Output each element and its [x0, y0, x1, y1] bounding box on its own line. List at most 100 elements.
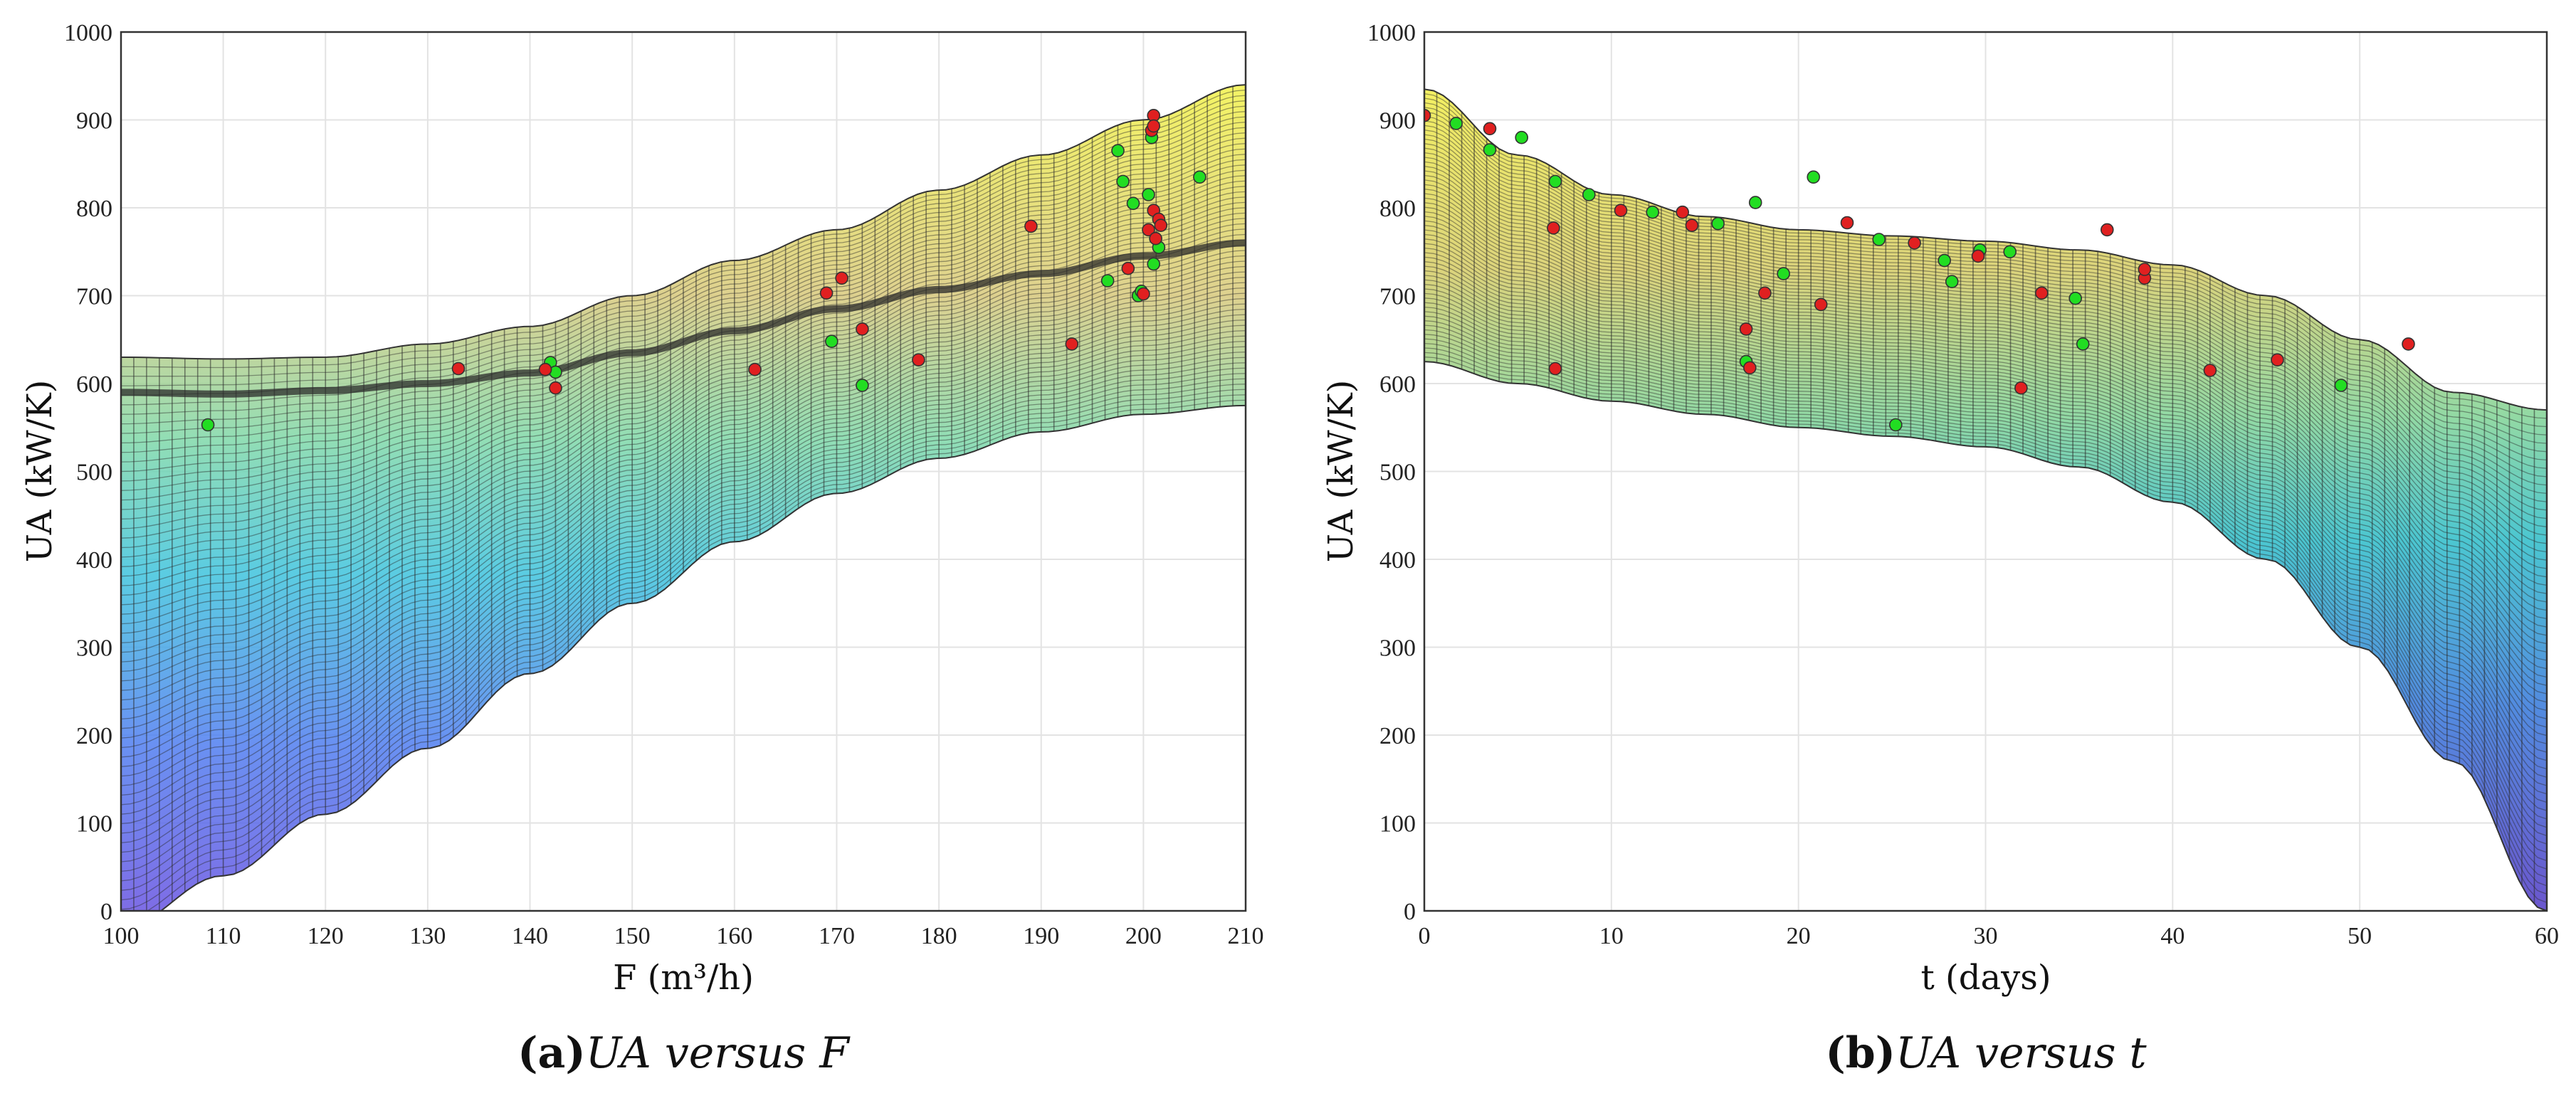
panel-b-green-point: [1938, 253, 1951, 268]
panel-a-x-tick-label: 110: [206, 923, 241, 949]
panel-a-y-tick-label: 800: [76, 196, 112, 222]
panel-a-axes-frame: [120, 31, 1247, 912]
panel-b-axes-frame: [1423, 31, 2548, 912]
panel-a-x-tick-label: 160: [716, 923, 752, 949]
panel-b-prediction-surface: [1424, 89, 2547, 911]
panel-a-y-tick-label: 100: [76, 811, 112, 838]
panel-b-red-point: [1758, 286, 1772, 300]
panel-b-red-point: [1548, 361, 1562, 376]
panel-b-green-point: [2003, 245, 2017, 259]
panel-a-red-point: [748, 362, 762, 376]
panel-a-band-upper-edge: [121, 84, 1246, 360]
panel-a-ua-vs-f: 100 110 120 130 140 150 160 170 180 190 200 210 010…: [20, 20, 1264, 1078]
panel-a-green-point: [1193, 170, 1206, 184]
panel-a-band-lower-edge: [159, 404, 1246, 911]
panel-b-caption-bold: (b): [1825, 1028, 1896, 1078]
panel-a-y-tick-label: 600: [76, 371, 112, 398]
panel-b-x-tick-label: 20: [1787, 923, 1811, 949]
panel-a-caption-bold: (a): [517, 1028, 586, 1078]
panel-b-red-point: [2402, 337, 2415, 351]
panel-b-y-tick-label: 700: [1379, 284, 1416, 310]
panel-b-green-point: [1889, 418, 1903, 432]
panel-b-points: [1424, 109, 2415, 432]
panel-a-red-point: [1142, 223, 1155, 237]
panel-b-y-tick-label: 100: [1379, 811, 1416, 838]
panel-b-caption-text: UA versus t: [1896, 1028, 2147, 1078]
panel-b-red-point: [2014, 381, 2028, 395]
panel-a-x-tick-label: 210: [1228, 923, 1264, 949]
panel-b-green-point: [2068, 291, 2082, 305]
panel-a-green-point: [856, 379, 869, 392]
panel-b-red-point: [1840, 216, 1854, 230]
panel-b-x-tick-label: 30: [1974, 923, 1998, 949]
panel-a-green-point: [1116, 174, 1130, 189]
panel-b-red-point: [2035, 286, 2049, 300]
panel-b-y-tick-label: 200: [1379, 723, 1416, 749]
panel-b-red-point: [2203, 364, 2217, 377]
panel-a-red-point: [819, 286, 834, 300]
panel-a-y-tick-label: 0: [100, 899, 112, 925]
panel-b-green-point: [1646, 205, 1659, 219]
panel-b-y-tick-label: 300: [1379, 635, 1416, 662]
panel-a-green-point: [201, 418, 215, 432]
panel-b-x-tick-label: 10: [1599, 923, 1624, 949]
panel-a-red-point: [538, 362, 552, 376]
panel-b-red-point: [2138, 263, 2152, 276]
panel-a-x-tick-label: 190: [1023, 923, 1059, 949]
panel-b-x-tick-label: 0: [1419, 923, 1431, 949]
panel-a-caption: (a)UA versus F: [517, 1028, 851, 1078]
panel-a-red-point: [1121, 261, 1135, 275]
panel-b-red-point: [1739, 322, 1753, 336]
panel-a-y-tick-label: 1000: [64, 20, 112, 46]
panel-a-y-tick-label: 300: [76, 635, 112, 662]
panel-a-red-point: [912, 353, 925, 367]
panel-a-green-point: [1111, 144, 1125, 157]
panel-a-x-tick-label: 150: [614, 923, 651, 949]
panel-a-red-point: [856, 322, 869, 336]
panel-a-red-point: [451, 361, 466, 376]
panel-b-green-point: [1711, 216, 1725, 231]
panel-b-x-tick-label: 60: [2535, 923, 2559, 949]
panel-a-green-point: [1147, 257, 1160, 271]
panel-a-x-tick-label: 100: [103, 923, 140, 949]
panel-b-red-point: [1614, 204, 1628, 218]
panel-b-red-point: [1547, 221, 1560, 235]
panel-b-red-point: [1814, 297, 1828, 312]
panel-a-y-label: UA (kW/K): [20, 380, 60, 563]
panel-a-y-ticks: 0 100 200 300 400 500 600 700 800 900 1000: [64, 20, 112, 925]
panel-b-surface-mesh: [1424, 88, 2547, 911]
panel-a-green-point: [1126, 196, 1140, 211]
panel-b-y-tick-label: 900: [1379, 108, 1416, 134]
panel-b-x-tick-label: 50: [2348, 923, 2372, 949]
panel-b-red-point: [1424, 109, 1431, 122]
panel-a-y-tick-label: 700: [76, 284, 112, 310]
panel-b-y-tick-label: 400: [1379, 547, 1416, 574]
panel-b-red-point: [1676, 205, 1689, 219]
panel-a-green-point: [1142, 188, 1155, 201]
panel-b-x-tick-label: 40: [2160, 923, 2185, 949]
panel-b-x-ticks: 0 10 20 30 40 50 60: [1419, 923, 2560, 949]
panel-a-x-tick-label: 200: [1125, 923, 1162, 949]
panel-a-red-point: [1154, 218, 1168, 233]
panel-a-red-point: [1137, 287, 1150, 301]
panel-b-caption: (b)UA versus t: [1825, 1028, 2147, 1078]
panel-a-red-point: [1065, 337, 1079, 351]
panel-a-y-tick-label: 400: [76, 547, 112, 574]
panel-b-red-point: [1908, 236, 1921, 250]
panel-a-y-tick-label: 200: [76, 723, 112, 749]
panel-b-green-point: [1449, 117, 1463, 130]
panel-b-red-point: [2271, 353, 2284, 367]
panel-a-red-point: [1149, 231, 1162, 246]
panel-b-green-point: [1872, 233, 1886, 246]
panel-a-y-tick-label: 900: [76, 108, 112, 134]
panel-b-green-point: [1945, 275, 1959, 289]
panel-b-green-point: [1483, 143, 1497, 157]
panel-a-x-tick-label: 170: [819, 923, 855, 949]
panel-a-red-point: [549, 381, 562, 395]
panel-a-x-tick-label: 140: [512, 923, 548, 949]
panel-b-y-tick-label: 1000: [1367, 20, 1416, 46]
panel-a-green-point: [825, 334, 838, 349]
panel-b-y-tick-label: 500: [1379, 460, 1416, 486]
panel-b-green-point: [2334, 379, 2348, 392]
